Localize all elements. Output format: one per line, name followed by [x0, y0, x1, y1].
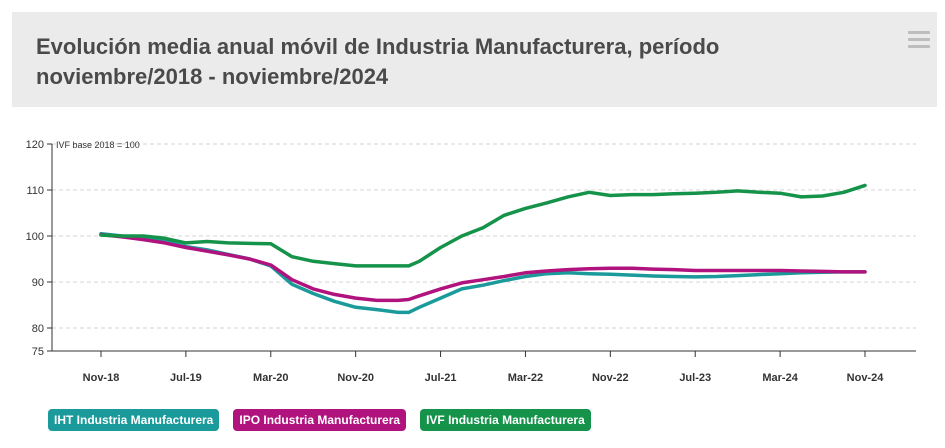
x-tick-label-9: Nov-24 — [847, 372, 885, 384]
series-line-ivf — [99, 183, 867, 268]
x-tick-label-0: Nov-18 — [83, 372, 120, 384]
x-tick-label-4: Jul-21 — [425, 372, 457, 384]
y-tick-label-3: 100 — [26, 231, 44, 243]
legend-item-ipo[interactable]: IPO Industria Manufacturera — [233, 409, 407, 431]
chart-header: Evolución media anual móvil de Industria… — [12, 12, 937, 107]
x-tick-label-3: Nov-20 — [337, 372, 374, 384]
chart-legend: IHT Industria Manufacturera IPO Industri… — [48, 409, 591, 431]
x-tick-label-6: Nov-22 — [592, 372, 629, 384]
legend-item-ivf[interactable]: IVF Industria Manufacturera — [420, 409, 591, 431]
chart-title: Evolución media anual móvil de Industria… — [36, 34, 720, 89]
y-tick-label-0: 75 — [32, 346, 44, 358]
y-tick-label-2: 90 — [32, 277, 44, 289]
legend-item-iht[interactable]: IHT Industria Manufacturera — [48, 409, 220, 431]
y-tick-label-1: 80 — [32, 323, 44, 335]
hamburger-menu-icon[interactable] — [908, 31, 930, 49]
y-tick-label-5: 120 — [26, 139, 44, 151]
line-chart: 75 80 90 100 110 120 IVF base 2018 = 100 Nov-18… — [26, 139, 916, 384]
y-axis-label: IVF base 2018 = 100 — [56, 140, 140, 150]
x-tick-label-8: Mar-24 — [762, 372, 798, 384]
x-tick-label-1: Jul-19 — [170, 372, 202, 384]
x-tick-label-7: Jul-23 — [679, 372, 711, 384]
series-line-iht — [99, 231, 867, 315]
y-tick-label-4: 110 — [26, 185, 44, 197]
x-tick-label-2: Mar-20 — [253, 372, 288, 384]
series-line-ipo — [99, 232, 867, 303]
x-tick-label-5: Mar-22 — [508, 372, 543, 384]
